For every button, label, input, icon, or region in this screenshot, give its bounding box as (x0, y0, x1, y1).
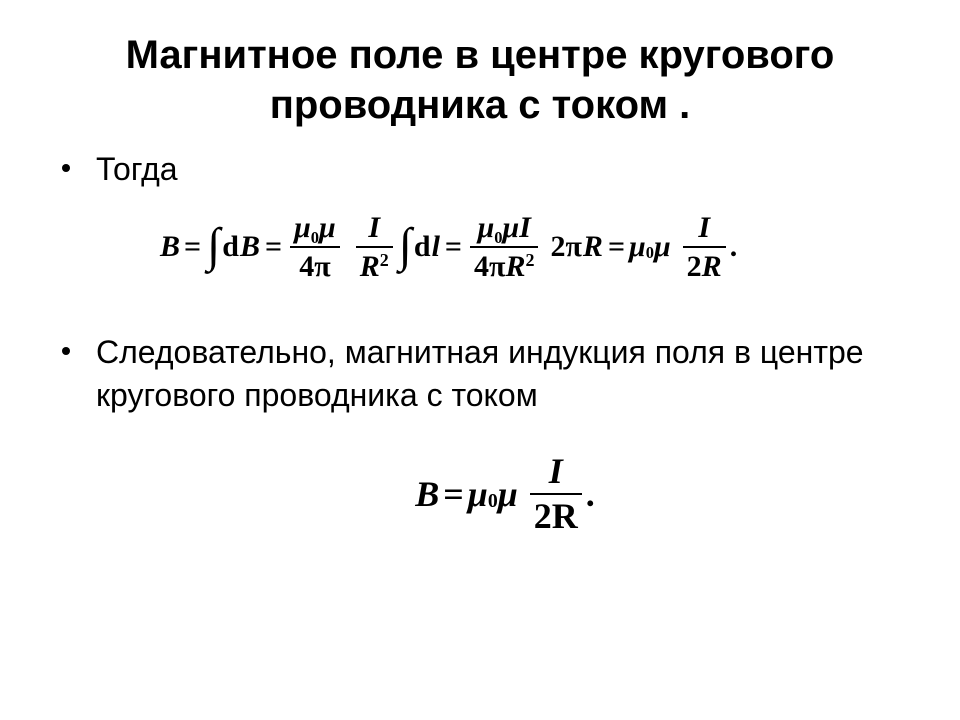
eq1-mu4: μ (503, 211, 520, 244)
eq1-I1: I (364, 211, 384, 244)
eq2-eq: = (443, 473, 464, 515)
eq1-mu3: μ (478, 211, 495, 244)
eq1-R1-sup: 2 (380, 250, 389, 270)
eq1-B: B (160, 230, 180, 264)
eq1-dl: l (432, 230, 440, 264)
bullet-1-text: Тогда (96, 151, 178, 187)
eq1-mu3-sub: 0 (494, 228, 502, 247)
eq1-2pi: 2π (550, 230, 581, 264)
eq2-period: . (586, 473, 595, 515)
eq2-2: 2R (534, 496, 578, 536)
slide: Магнитное поле в центре кругового провод… (0, 0, 960, 720)
eq1-mu1-sub: 0 (311, 228, 319, 247)
equation-2: B = μ0μ I 2R . (90, 452, 920, 537)
eq1-frac-I-R2: I R2 (356, 211, 393, 283)
eq1-2R-2: 2 (687, 250, 702, 283)
eq1-2R-R: R (702, 250, 722, 283)
eq1-dB: B (240, 230, 260, 264)
bullet-item-2: Следовательно, магнитная индукция поля в… (90, 331, 920, 417)
eq1-R3: R (583, 230, 603, 264)
eq2-mu1-sub: 0 (488, 490, 498, 513)
eq1-R1: R (360, 250, 380, 283)
eq1-4pi-1: 4π (295, 250, 334, 283)
eq1-eq4: = (608, 230, 625, 264)
eq1-mu1: μ (294, 211, 311, 244)
eq1-frac-mu0mu-4pi: μ0μ 4π (290, 211, 340, 283)
eq1-int2: ∫ (399, 218, 412, 273)
eq1-mu5: μ (629, 230, 646, 264)
eq1-d1: d (222, 230, 239, 264)
eq1-frac-I-2R: I 2R (683, 211, 726, 283)
eq2-mu2: μ (498, 473, 518, 515)
bullet-item-1: Тогда (90, 148, 920, 191)
eq1-I2: I (519, 211, 531, 244)
eq2-mu1: μ (468, 473, 488, 515)
eq1-mu5-sub: 0 (646, 243, 654, 263)
equation-1: B = ∫ d B = μ0μ 4π I R2 ∫ d (160, 211, 920, 283)
eq1-4pi-2: 4π (474, 250, 505, 283)
eq1-eq2: = (265, 230, 282, 264)
eq1-R2-sup: 2 (525, 250, 534, 270)
eq1-I3: I (694, 211, 714, 244)
eq1-mu2: μ (319, 211, 336, 244)
bullet-2-text: Следовательно, магнитная индукция поля в… (96, 334, 864, 413)
eq1-R2: R (505, 250, 525, 283)
eq2-frac-I-2R: I 2R (530, 452, 582, 537)
eq1-period: . (730, 230, 738, 264)
eq1-eq1: = (184, 230, 201, 264)
eq2-I: I (545, 452, 567, 492)
eq1-mu6: μ (654, 230, 671, 264)
eq1-d2: d (414, 230, 431, 264)
eq1-frac-mu0muI-4piR2: μ0μI 4πR2 (470, 211, 538, 283)
eq1-int1: ∫ (207, 218, 220, 273)
slide-title: Магнитное поле в центре кругового провод… (40, 30, 920, 130)
eq1-eq3: = (445, 230, 462, 264)
eq2-B: B (415, 473, 439, 515)
bullet-list: Тогда B = ∫ d B = μ0μ 4π I R2 (40, 148, 920, 537)
